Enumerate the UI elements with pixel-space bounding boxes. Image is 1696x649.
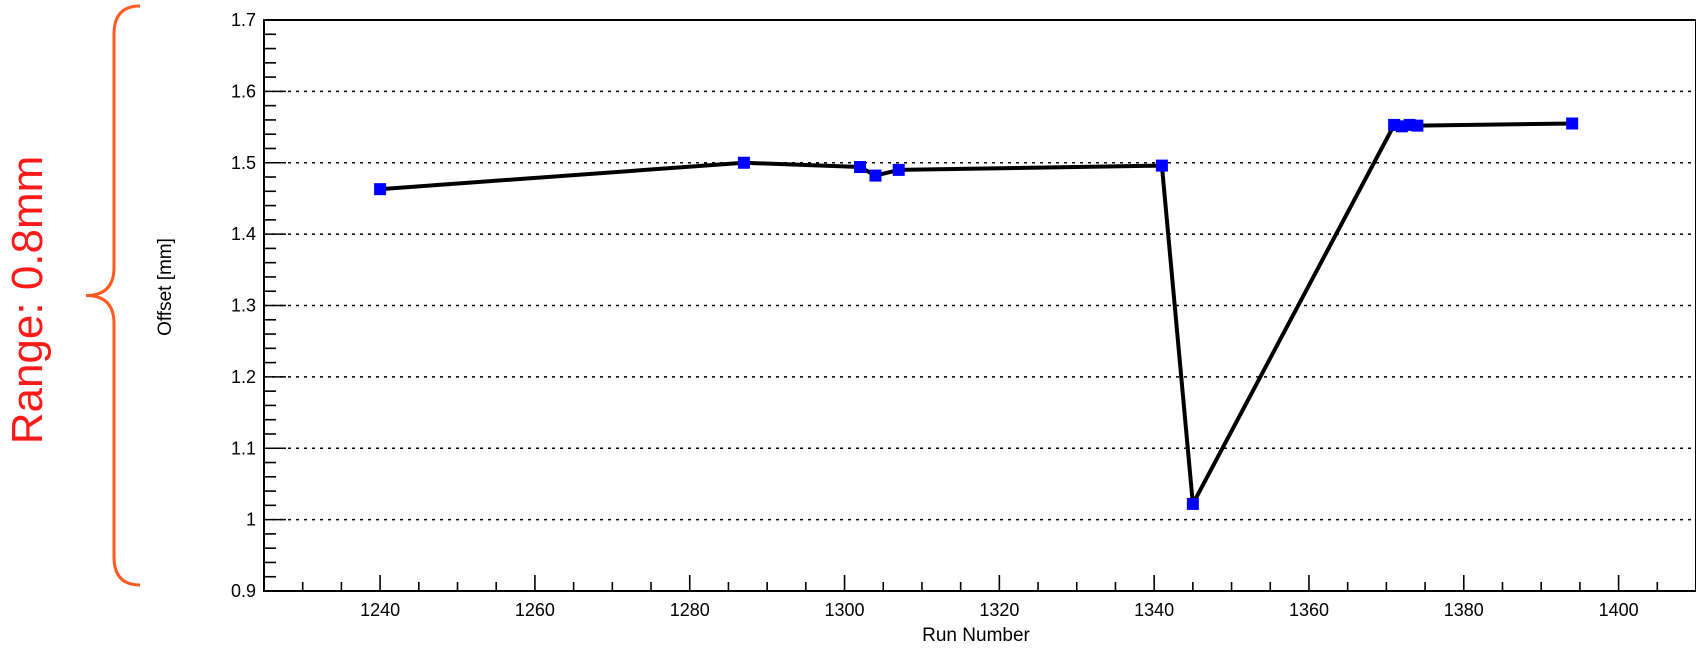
x-axis: 1240 1260 1280 1300 1320 1340 1360 1380 1400 xyxy=(301,575,1696,620)
y-axis-label: Offset [mm] xyxy=(155,238,176,336)
x-tick-label: 1320 xyxy=(979,600,1019,620)
y-tick-label: 1.1 xyxy=(231,438,256,458)
x-tick-label: 1360 xyxy=(1289,600,1329,620)
x-tick-label: 1380 xyxy=(1444,600,1484,620)
x-tick-label: 1300 xyxy=(825,600,865,620)
x-axis-label: Run Number xyxy=(922,625,1030,646)
y-tick-label: 1.2 xyxy=(231,367,256,387)
series-line xyxy=(379,121,1573,506)
y-tick-label: 1.5 xyxy=(231,153,256,173)
y-tick-label: 0.9 xyxy=(231,581,256,601)
range-brace xyxy=(85,4,141,587)
y-tick-label: 1.3 xyxy=(231,296,256,316)
range-annotation: Range: 0.8mm xyxy=(3,156,52,445)
y-tick-label: 1.4 xyxy=(231,224,256,244)
data-markers xyxy=(374,117,1579,510)
data-point xyxy=(737,156,750,169)
x-tick-label: 1280 xyxy=(670,600,710,620)
y-tick-label: 1.7 xyxy=(231,10,256,30)
x-tick-label: 1400 xyxy=(1599,600,1639,620)
y-axis: 0.9 1 1.1 1.2 1.3 1.4 1.5 1.6 1.7 xyxy=(231,10,286,601)
data-point xyxy=(854,161,867,174)
x-tick-label: 1240 xyxy=(360,600,400,620)
data-point xyxy=(869,169,882,182)
x-tick-label: 1340 xyxy=(1134,600,1174,620)
data-point xyxy=(892,163,905,176)
grid-lines xyxy=(264,90,1696,521)
data-point xyxy=(1155,159,1168,172)
y-tick-label: 1.6 xyxy=(231,81,256,101)
data-point xyxy=(1186,497,1199,510)
data-point xyxy=(1411,119,1424,132)
y-tick-label: 1 xyxy=(246,510,256,530)
x-tick-label: 1260 xyxy=(515,600,555,620)
data-point xyxy=(1566,117,1579,130)
data-point xyxy=(374,183,387,196)
